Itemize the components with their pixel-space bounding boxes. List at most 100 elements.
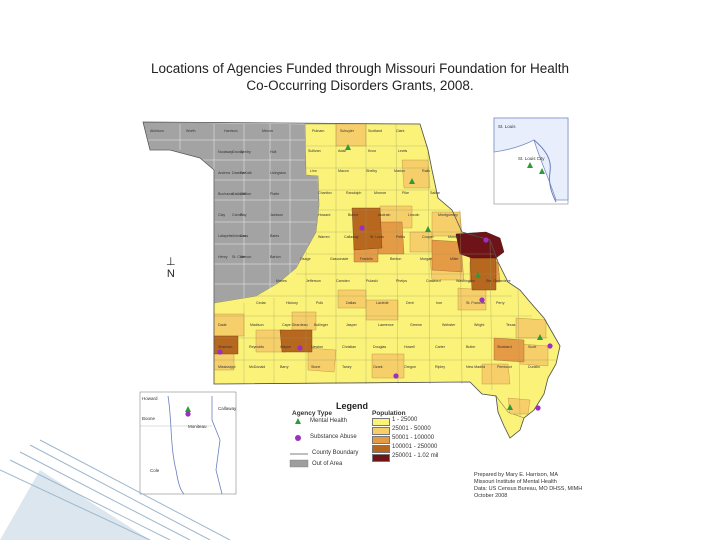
- inset-stlouis-label: St. Louis: [498, 124, 516, 129]
- county-label: Ozark: [373, 365, 383, 369]
- county-label: Jackson: [270, 213, 283, 217]
- county-boundaries: [214, 123, 556, 417]
- county-label: Warren: [318, 235, 330, 239]
- county-label: Ray: [240, 213, 247, 217]
- county-label: Newton: [311, 345, 323, 349]
- county-label: Webster: [442, 323, 456, 327]
- county-label: Caldwell: [232, 192, 246, 196]
- county-label: St. Clair: [232, 255, 246, 259]
- county-label: Wayne: [280, 345, 291, 349]
- mental-health-markers: [185, 144, 545, 412]
- county-label: Scotland: [368, 129, 382, 133]
- substance-abuse-marker: [547, 343, 553, 349]
- county-label: Callaway: [344, 235, 359, 239]
- county-label: Dunklin: [528, 365, 540, 369]
- inset-boone-boundary-2: [211, 396, 223, 495]
- mental-health-marker: [539, 168, 545, 174]
- county-label: Cole: [474, 235, 481, 239]
- county-label: Montgomery: [438, 213, 458, 217]
- county-label: Chariton: [318, 191, 332, 195]
- county-label: Bates: [270, 234, 279, 238]
- population-swatch: [372, 454, 390, 462]
- county-label: Lawrence: [378, 323, 394, 327]
- county-label: Ste. Genevieve: [486, 279, 511, 283]
- legend-agency-heading: Agency Type: [292, 410, 332, 417]
- county-label: Ripley: [435, 365, 445, 369]
- county-label: St. Francois: [466, 301, 485, 305]
- county-label: Johnson: [232, 234, 246, 238]
- county-label: Knox: [368, 149, 376, 153]
- north-arrow-icon: ⊥: [166, 256, 176, 268]
- county-label: Dallas: [346, 301, 356, 305]
- county-label: Scott: [528, 345, 536, 349]
- county-label: Linn: [310, 169, 317, 173]
- county-label: Platte: [270, 192, 279, 196]
- county-label: Macon: [338, 169, 349, 173]
- legend-mental-health-label: Mental Health: [310, 418, 348, 424]
- county-label: Butler: [466, 345, 476, 349]
- population-class-label: 100001 - 250000: [392, 444, 438, 450]
- substance-abuse-marker: [535, 405, 541, 411]
- county-label: Sullivan: [308, 149, 321, 153]
- county-label: Putnam: [312, 129, 324, 133]
- population-class-label: 50001 - 100000: [392, 435, 435, 441]
- substance-abuse-marker: [185, 411, 191, 417]
- county-label: Madison: [250, 323, 264, 327]
- map-title-line2: Co-Occurring Disorders Grants, 2008.: [246, 78, 474, 93]
- inset-stlouis-river-line: [533, 139, 557, 203]
- county-label: Shelby: [366, 169, 377, 173]
- legend-substance-abuse-label: Substance Abuse: [310, 434, 357, 440]
- county-label: Maries: [276, 279, 287, 283]
- county-label: Daviess: [232, 171, 245, 175]
- county-label: Clay: [218, 213, 225, 217]
- county-label: Randolph: [346, 191, 361, 195]
- state-border: [142, 121, 561, 439]
- substance-abuse-marker: [297, 345, 303, 351]
- credit-line: Data: US Census Bureau, MO DHSS, MIMH: [474, 486, 583, 492]
- mental-health-marker: [185, 406, 191, 412]
- county-label: Ralls: [422, 169, 430, 173]
- county-label: Phelps: [396, 279, 407, 283]
- county-label: Pulaski: [366, 279, 378, 283]
- county-label: Howard: [318, 213, 330, 217]
- county-label: Pettis: [396, 235, 405, 239]
- county-label: Laclede: [376, 301, 389, 305]
- county-label: Adair: [338, 149, 347, 153]
- county-label: Clinton: [240, 192, 251, 196]
- county-label: New Madrid: [466, 365, 485, 369]
- county-label: Cedar: [256, 301, 267, 305]
- county-label: Gasconade: [330, 257, 348, 261]
- county-label: Carroll: [232, 213, 243, 217]
- county-label: Pike: [402, 191, 409, 195]
- county-label: Howell: [404, 345, 415, 349]
- substance-abuse-marker: [217, 349, 223, 355]
- county-label: Harrison: [224, 129, 238, 133]
- population-swatch: [372, 418, 390, 426]
- county-label: Miller: [450, 257, 459, 261]
- county-label: Bollinger: [314, 323, 329, 327]
- county-label: Cooper: [422, 235, 435, 239]
- county-label: Washington: [456, 279, 475, 283]
- legend-title: Legend: [336, 401, 369, 411]
- county-label: Clark: [396, 129, 405, 133]
- legend-county-boundary-label: County Boundary: [312, 450, 359, 456]
- county-label: Pemiscot: [497, 365, 512, 369]
- county-labels: Atchison Worth Harrison Mercer Nodaway Gentry…: [150, 129, 540, 369]
- pop-250k-plus: [455, 231, 505, 259]
- county-label: Mercer: [262, 129, 274, 133]
- county-label: Camden: [336, 279, 350, 283]
- population-class-label: 25001 - 50000: [392, 426, 431, 432]
- substance-abuse-marker: [359, 225, 365, 231]
- north-arrow-letter: N: [166, 268, 175, 280]
- substance-abuse-markers: [185, 225, 553, 417]
- mental-health-marker: [475, 272, 481, 278]
- county-label: Buchanan: [218, 192, 234, 196]
- county-label: Cape Girardeau: [282, 323, 308, 327]
- map-title-line1: Locations of Agencies Funded through Mis…: [150, 61, 569, 76]
- county-label: Livingston: [270, 171, 286, 175]
- county-label: Iron: [436, 301, 442, 305]
- legend-substance-abuse-icon: [295, 435, 301, 441]
- county-label: Barry: [280, 365, 289, 369]
